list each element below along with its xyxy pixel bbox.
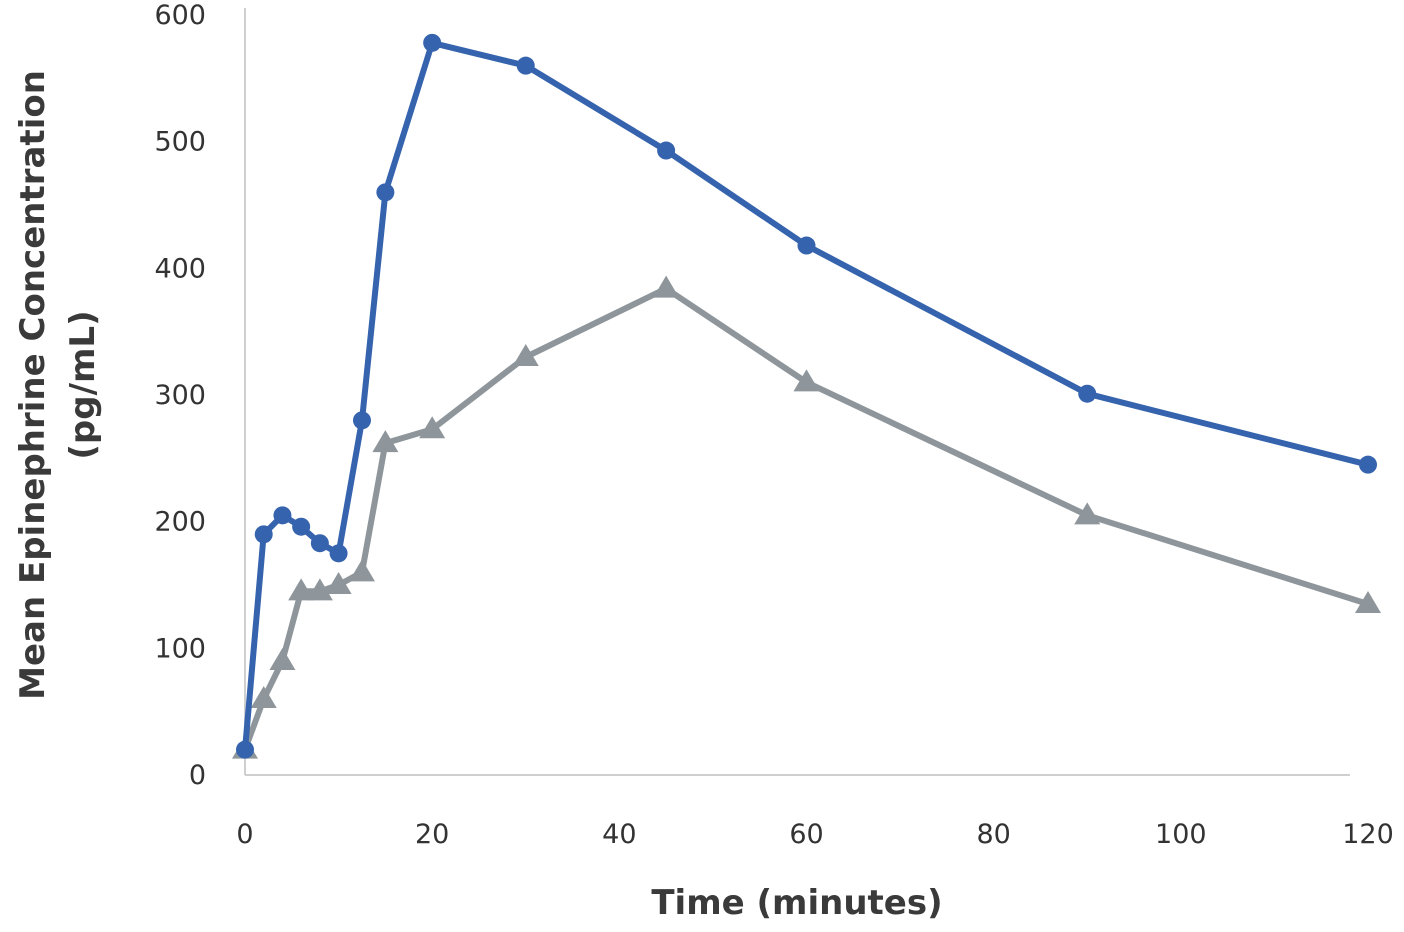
data-point-circle: [329, 544, 348, 563]
data-point-circle: [254, 525, 273, 544]
y-axis-title-line1: Mean Epinephrine Concentration: [13, 70, 53, 700]
data-point-circle: [423, 33, 442, 52]
data-point-triangle: [269, 648, 296, 670]
x-axis-title: Time (minutes): [651, 883, 942, 923]
x-tick-label: 0: [236, 819, 253, 850]
axes: 0 100 200 300 400 500 600 0 20 40 60 80 100 120: [154, 0, 1393, 850]
x-tick-label: 40: [602, 819, 636, 850]
x-tick-label: 120: [1342, 819, 1394, 850]
y-tick-label: 500: [154, 127, 206, 158]
data-point-triangle: [250, 686, 277, 708]
data-point-triangle: [1355, 591, 1381, 613]
y-tick-label: 0: [189, 760, 206, 791]
data-point-circle: [376, 183, 395, 202]
data-point-triangle: [306, 578, 333, 601]
y-tick-label: 100: [154, 633, 206, 664]
data-point-triangle: [325, 572, 352, 594]
data-point-circle: [516, 56, 535, 75]
axis-titles: Time (minutes) Mean Epinephrine Concentr…: [13, 70, 943, 923]
data-point-triangle: [348, 559, 375, 582]
data-point-circle: [797, 236, 816, 255]
data-point-triangle: [653, 275, 680, 298]
data-point-circle: [292, 517, 311, 536]
data-point-circle: [352, 411, 371, 430]
data-point-circle: [1359, 455, 1377, 474]
series-line: [242, 285, 1371, 753]
y-tick-label: 400: [154, 253, 206, 284]
x-tick-label: 20: [415, 819, 449, 850]
x-tick-label: 100: [1155, 819, 1207, 850]
y-tick-label: 200: [154, 507, 206, 538]
data-point-circle: [310, 534, 329, 553]
data-point-circle: [1078, 384, 1097, 403]
data-point-circle: [273, 506, 292, 525]
y-tick-label: 300: [154, 380, 206, 411]
series-line: [242, 39, 1371, 753]
data-point-circle: [236, 740, 254, 759]
y-axis-title-line2: (pg/mL): [63, 310, 103, 459]
data-point-circle: [657, 141, 676, 160]
data-point-triangle: [419, 416, 446, 439]
x-tick-label: 60: [789, 819, 823, 850]
data-point-triangle: [512, 344, 539, 366]
data-point-triangle: [288, 578, 315, 601]
data-point-triangle: [1074, 502, 1101, 525]
data-point-triangle: [793, 369, 820, 392]
series-layer: [232, 33, 1381, 759]
y-tick-label: 600: [154, 0, 206, 31]
data-point-triangle: [372, 430, 399, 453]
series-triangle: [232, 275, 1381, 759]
series-circle: [236, 33, 1377, 759]
x-tick-label: 80: [976, 819, 1010, 850]
